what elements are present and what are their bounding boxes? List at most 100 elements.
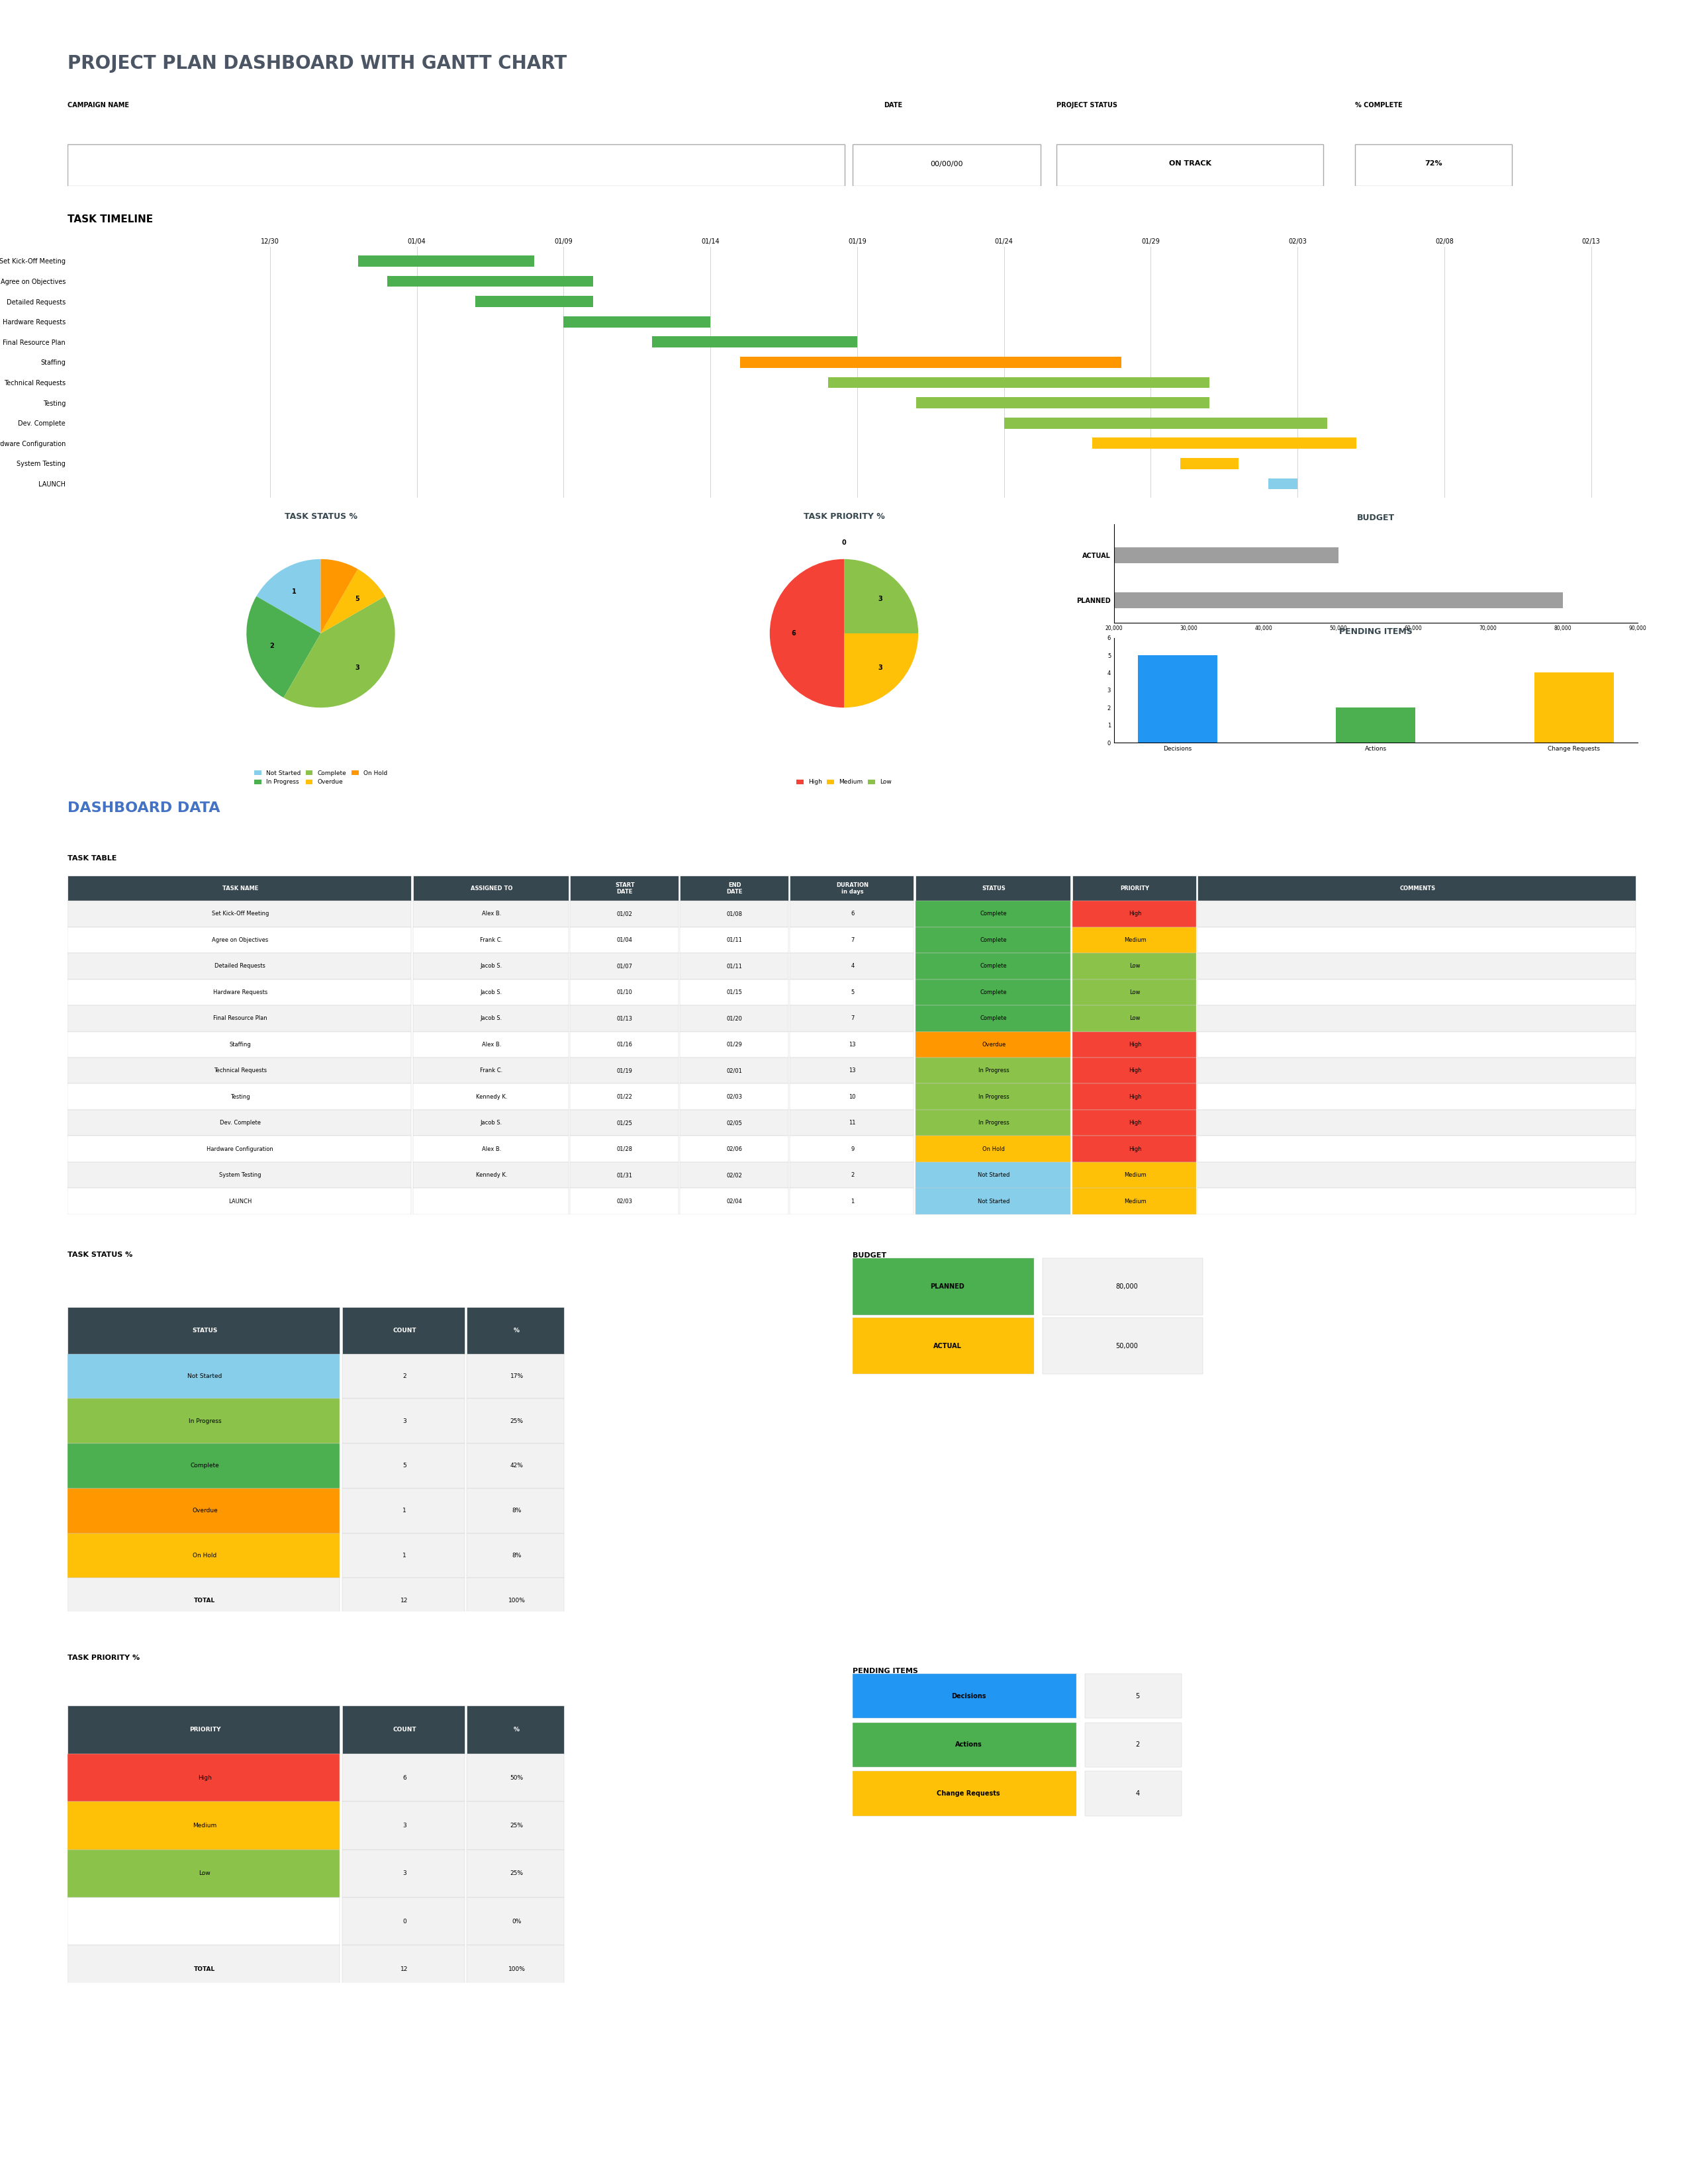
Bar — [790, 952, 913, 978]
Wedge shape — [844, 559, 918, 633]
Wedge shape — [284, 596, 395, 708]
Bar — [1198, 1031, 1636, 1057]
Bar — [680, 1109, 788, 1136]
Text: 01/25: 01/25 — [616, 1120, 633, 1127]
Bar — [1092, 437, 1355, 450]
Text: 01/16: 01/16 — [616, 1042, 633, 1048]
Bar — [917, 397, 1210, 408]
Bar — [1085, 1723, 1182, 1767]
Bar — [68, 1005, 412, 1031]
Text: %: % — [513, 1328, 520, 1334]
Text: Kennedy K.: Kennedy K. — [476, 1173, 506, 1177]
Bar — [1198, 978, 1636, 1005]
Text: Alex B.: Alex B. — [481, 911, 501, 917]
Text: 01/04: 01/04 — [616, 937, 633, 943]
Bar — [790, 1057, 913, 1083]
Text: On Hold: On Hold — [192, 1553, 216, 1559]
Text: 02/05: 02/05 — [728, 1120, 743, 1127]
Bar — [343, 1354, 464, 1398]
Text: High: High — [1129, 911, 1141, 917]
Text: 01/29: 01/29 — [728, 1042, 743, 1048]
Wedge shape — [844, 633, 918, 708]
Bar — [414, 1162, 569, 1188]
Bar — [571, 1136, 679, 1162]
Bar — [680, 1005, 788, 1031]
Bar — [964, 592, 1563, 607]
Text: Change Requests: Change Requests — [937, 1791, 1001, 1797]
Bar — [964, 548, 1339, 563]
Bar — [68, 1057, 412, 1083]
Bar — [852, 1771, 1077, 1815]
Text: %: % — [513, 1728, 520, 1732]
Bar — [388, 275, 592, 286]
Text: TASK TABLE: TASK TABLE — [68, 854, 116, 863]
Bar — [1268, 478, 1298, 489]
Text: DASHBOARD DATA: DASHBOARD DATA — [68, 802, 219, 815]
Text: Medium: Medium — [1124, 1173, 1146, 1177]
Bar — [1072, 1031, 1197, 1057]
Bar — [343, 1898, 464, 1946]
Bar — [915, 900, 1070, 926]
Text: Complete: Complete — [981, 963, 1008, 970]
Bar — [68, 876, 412, 900]
Text: In Progress: In Progress — [189, 1417, 221, 1424]
Text: Not Started: Not Started — [187, 1374, 223, 1378]
Text: Dev. Complete: Dev. Complete — [219, 1120, 260, 1127]
Bar — [680, 1188, 788, 1214]
Text: Complete: Complete — [191, 1463, 219, 1470]
Bar — [68, 1136, 412, 1162]
Bar — [1337, 708, 1415, 743]
Text: 5: 5 — [851, 989, 854, 996]
Bar — [1072, 900, 1197, 926]
Text: 5: 5 — [354, 596, 360, 603]
Text: Hardware Configuration: Hardware Configuration — [208, 1147, 273, 1151]
Bar — [915, 1188, 1070, 1214]
Bar — [1072, 1005, 1197, 1031]
Bar — [68, 978, 412, 1005]
Text: 00/00/00: 00/00/00 — [930, 159, 964, 168]
Bar — [1198, 1005, 1636, 1031]
Bar — [68, 1487, 339, 1533]
Text: Jacob S.: Jacob S. — [481, 989, 503, 996]
Bar — [1072, 978, 1197, 1005]
Bar — [414, 1083, 569, 1109]
Text: 01/15: 01/15 — [728, 989, 743, 996]
Text: Low: Low — [1129, 989, 1141, 996]
Text: PROJECT STATUS: PROJECT STATUS — [1057, 103, 1117, 109]
Text: START
DATE: START DATE — [614, 882, 635, 895]
Title: TASK STATUS %: TASK STATUS % — [284, 511, 358, 520]
Text: Hardware Requests: Hardware Requests — [213, 989, 267, 996]
Text: 01/08: 01/08 — [728, 911, 743, 917]
Text: 02/04: 02/04 — [728, 1199, 743, 1203]
Bar — [915, 876, 1070, 900]
Bar — [790, 1083, 913, 1109]
Text: Detailed Requests: Detailed Requests — [214, 963, 265, 970]
Text: ACTUAL: ACTUAL — [933, 1343, 962, 1350]
Bar — [414, 1136, 569, 1162]
Text: 2: 2 — [270, 642, 273, 649]
Text: 1: 1 — [292, 587, 297, 594]
Text: Jacob S.: Jacob S. — [481, 963, 503, 970]
Text: Complete: Complete — [981, 1016, 1008, 1022]
Bar — [468, 1850, 564, 1898]
Text: Alex B.: Alex B. — [481, 1042, 501, 1048]
Bar — [915, 926, 1070, 952]
Text: ON TRACK: ON TRACK — [1168, 159, 1210, 168]
Bar — [680, 1031, 788, 1057]
Text: Medium: Medium — [192, 1824, 216, 1828]
Text: In Progress: In Progress — [979, 1120, 1009, 1127]
Text: Final Resource Plan: Final Resource Plan — [213, 1016, 267, 1022]
Bar — [1072, 1136, 1197, 1162]
Bar — [1198, 1109, 1636, 1136]
Text: Medium: Medium — [1124, 1199, 1146, 1203]
Text: Complete: Complete — [981, 989, 1008, 996]
Bar — [915, 1109, 1070, 1136]
Text: High: High — [1129, 1068, 1141, 1075]
Bar — [468, 1706, 564, 1754]
Text: 12: 12 — [400, 1966, 408, 1972]
Bar — [68, 1754, 339, 1802]
Text: 02/03: 02/03 — [728, 1094, 743, 1101]
Text: 01/13: 01/13 — [616, 1016, 633, 1022]
Bar — [790, 876, 913, 900]
Text: 25%: 25% — [510, 1824, 523, 1828]
